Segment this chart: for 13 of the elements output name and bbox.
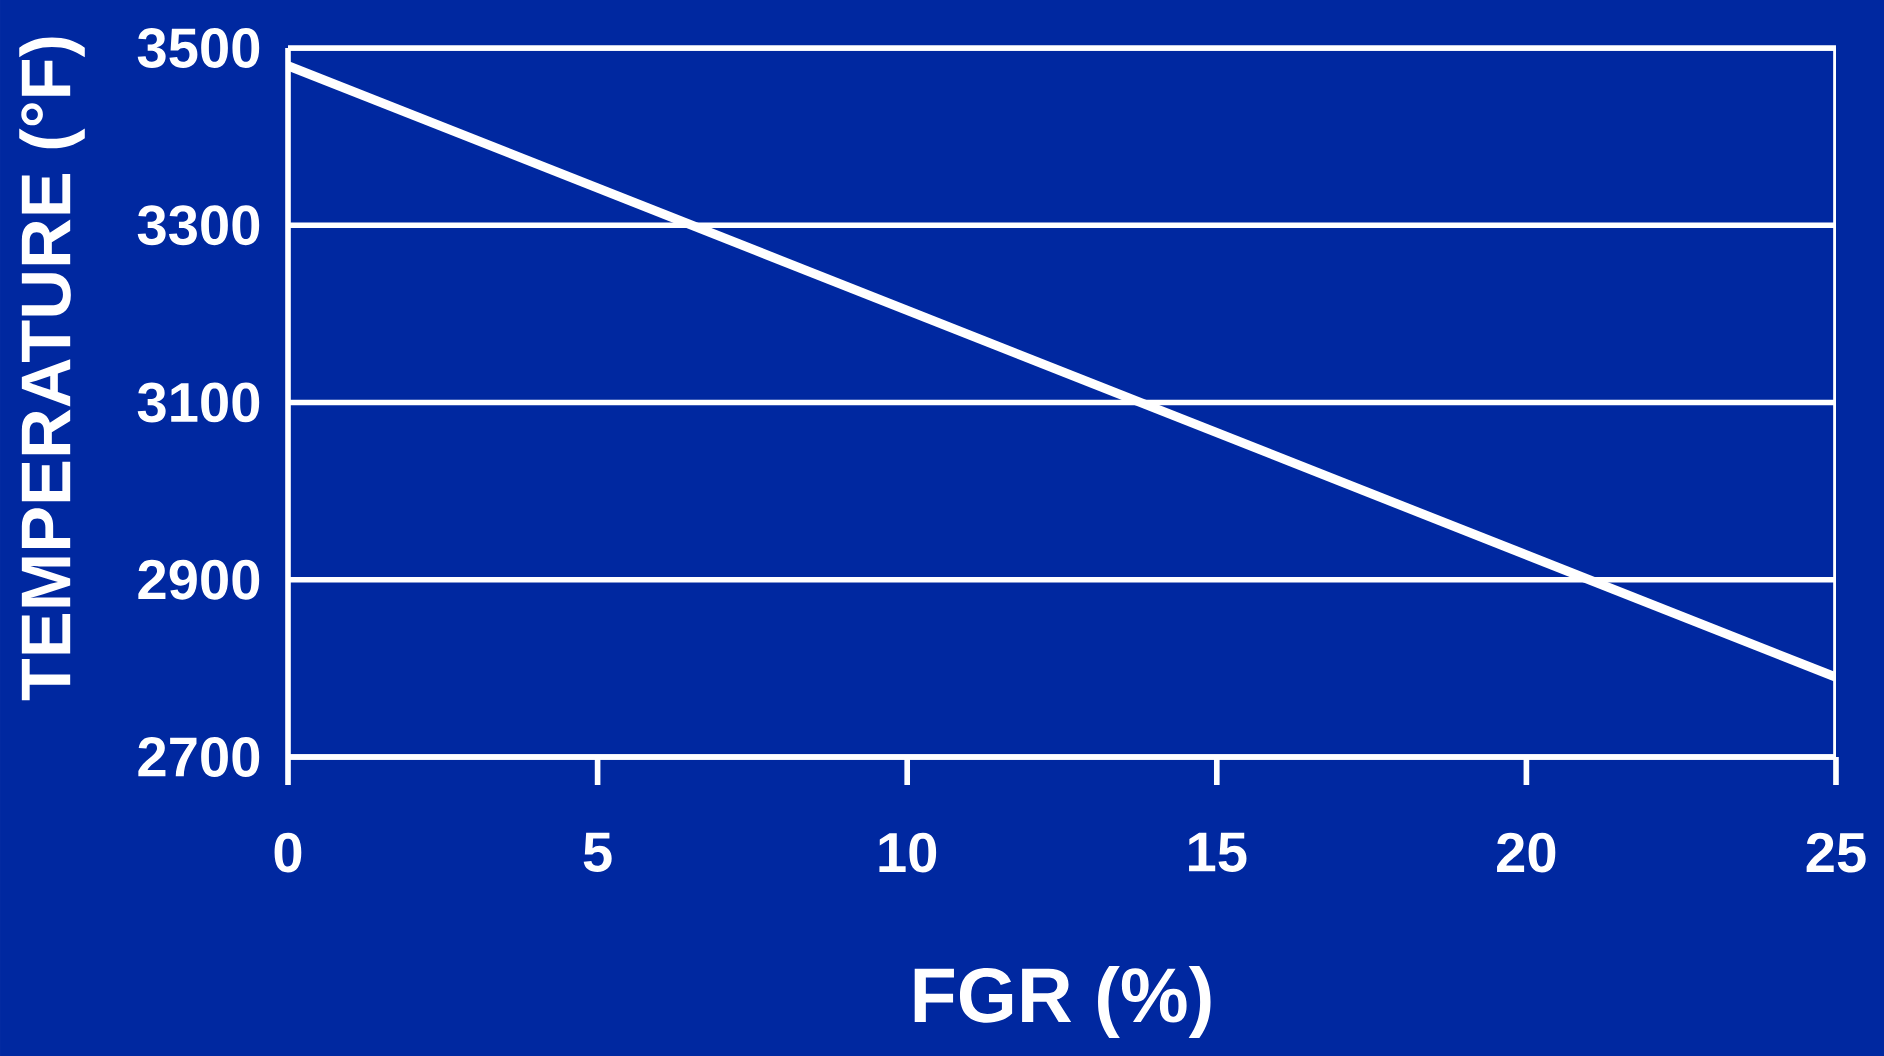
x-tick-label: 5: [583, 832, 612, 872]
x-tick-label: 20: [1497, 832, 1556, 873]
y-tick-label: 2700: [138, 737, 260, 777]
y-tick-label: 3300: [137, 205, 260, 246]
y-axis-title: TEMPERATURE (°F): [19, 37, 85, 701]
x-tick-label: 15: [1189, 832, 1247, 872]
y-tick-label: 3500: [137, 28, 260, 68]
x-tick-label: 0: [274, 832, 302, 873]
x-tick-label: 25: [1806, 832, 1866, 873]
x-axis-title: FGR (%): [914, 965, 1211, 1039]
y-tick-label: 3100: [137, 382, 260, 423]
y-tick-label: 2900: [138, 559, 260, 600]
x-tick-label: 10: [879, 832, 937, 873]
